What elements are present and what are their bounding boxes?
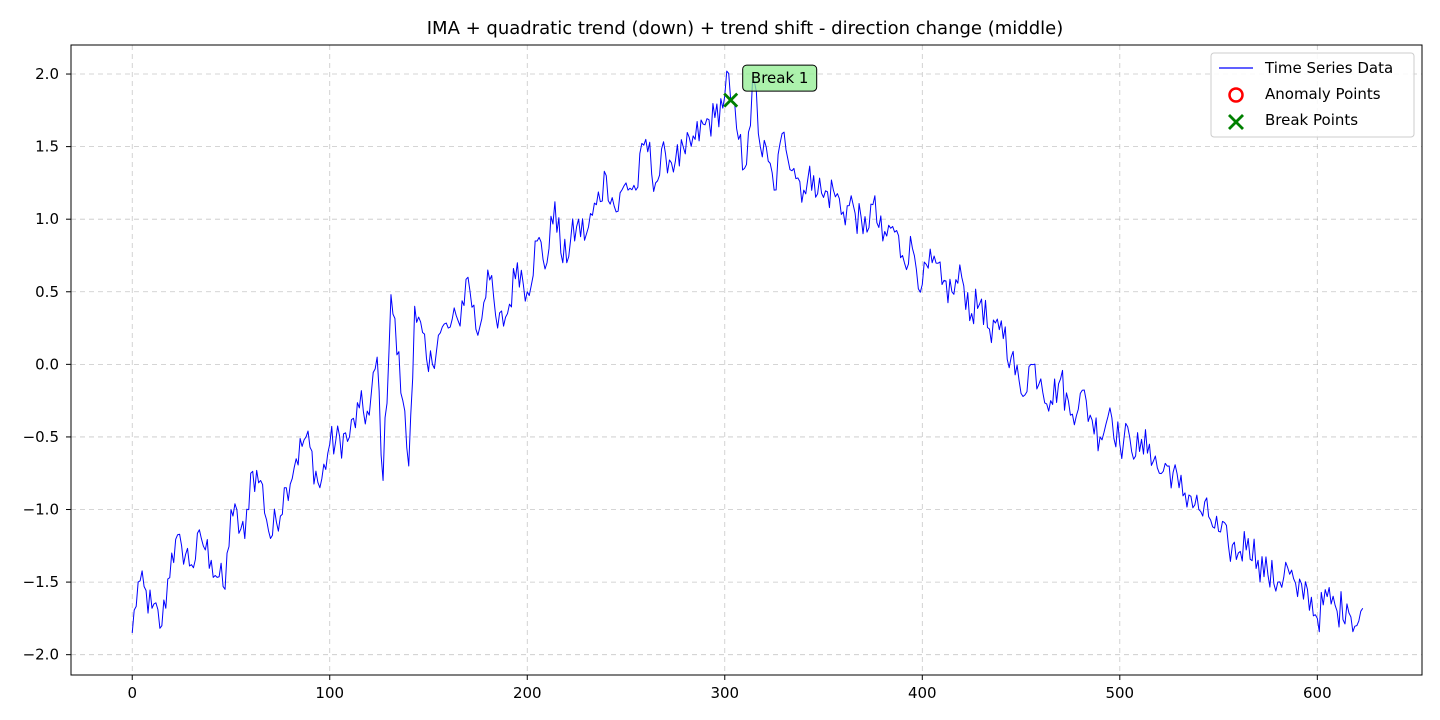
x-tick-label: 400 xyxy=(908,684,937,702)
y-tick-label: −2.0 xyxy=(23,646,59,664)
legend: Time Series Data Anomaly Points Break Po… xyxy=(1210,52,1415,138)
y-tick-label: 1.5 xyxy=(35,138,59,156)
legend-label-time-series: Time Series Data xyxy=(1264,59,1393,77)
x-tick-label: 200 xyxy=(513,684,542,702)
series-line-time-series xyxy=(131,70,1364,633)
y-tick-label: 2.0 xyxy=(35,65,59,83)
annotation-box xyxy=(742,64,818,92)
x-tick-label: 600 xyxy=(1303,684,1332,702)
chart-title: IMA + quadratic trend (down) + trend shi… xyxy=(427,18,1063,39)
x-tick-label: 100 xyxy=(315,684,344,702)
grid xyxy=(71,45,1422,675)
x-tick-label: 300 xyxy=(710,684,739,702)
break-point-marker xyxy=(723,92,739,108)
legend-x-marker-icon xyxy=(1228,114,1244,130)
series-layer xyxy=(131,70,1364,633)
legend-frame xyxy=(1210,52,1415,138)
break-annotation: Break 1 xyxy=(742,64,818,92)
y-tick-label: 1.0 xyxy=(35,210,59,228)
x-tick-label: 500 xyxy=(1105,684,1134,702)
y-tick-label: 0.0 xyxy=(35,355,59,373)
annotation-layer: Break 1 xyxy=(742,64,818,92)
marker-layer xyxy=(723,92,739,108)
y-tick-label: −1.5 xyxy=(23,573,59,591)
y-tick-label: −1.0 xyxy=(23,501,59,519)
legend-circle-marker-icon xyxy=(1228,87,1244,103)
annotation-label: Break 1 xyxy=(751,69,809,87)
legend-label-anomaly: Anomaly Points xyxy=(1265,85,1381,103)
x-tick-label: 0 xyxy=(127,684,137,702)
y-tick-label: 0.5 xyxy=(35,283,59,301)
axes-ticks: 0 100 200 300 400 500 600 −2.0 −1.5 −1.0 −0.5 0.0 0.… xyxy=(23,65,1332,702)
y-tick-label: −0.5 xyxy=(23,428,59,446)
plot-frame xyxy=(70,44,1423,676)
legend-label-break: Break Points xyxy=(1265,111,1358,129)
